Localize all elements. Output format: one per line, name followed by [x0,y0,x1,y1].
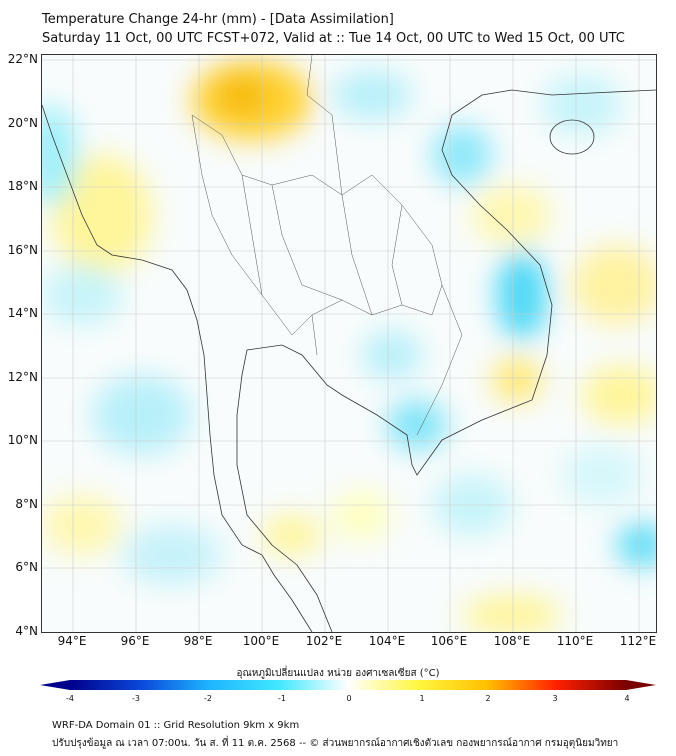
colorbar-tick: 0 [346,694,352,703]
colorbar-tick: -4 [66,694,74,703]
lon-label: 104°E [368,634,406,648]
lon-label: 108°E [493,634,531,648]
lat-label: 20°N [7,116,38,130]
province-borders [191,55,463,436]
chart-subtitle: Saturday 11 Oct, 00 UTC FCST+072, Valid … [42,31,625,46]
footer-model-info: WRF-DA Domain 01 :: Grid Resolution 9km … [52,720,300,731]
temperature-change-map [41,54,657,633]
lon-label: 110°E [556,634,594,648]
lat-label: 18°N [7,179,38,193]
lon-label: 96°E [120,634,150,648]
lon-label: 102°E [305,634,343,648]
colorbar-tick: 4 [624,694,630,703]
lat-label: 6°N [15,560,38,574]
colorbar-tick: -1 [278,694,286,703]
lon-label: 98°E [183,634,213,648]
lon-label: 106°E [430,634,468,648]
lat-label: 14°N [7,306,38,320]
colorbar-tick: 3 [552,694,558,703]
colorbar-tick: -2 [204,694,212,703]
lon-label: 100°E [242,634,280,648]
lat-label: 22°N [7,52,38,66]
lat-label: 10°N [7,433,38,447]
coastlines [42,89,656,632]
lon-label: 94°E [57,634,87,648]
footer-credit: ปรับปรุงข้อมูล ณ เวลา 07:00น. วัน ส. ที่… [52,738,619,749]
chart-title: Temperature Change 24-hr (mm) - [Data As… [42,12,394,27]
lat-label: 8°N [15,497,38,511]
colorbar-label: อุณหภูมิเปลี่ยนแปลง หน่วย องศาเซลเซียส (… [236,668,440,679]
lat-label: 4°N [15,624,38,638]
colorbar-tick: 2 [485,694,491,703]
colorbar-tick: -3 [132,694,140,703]
colorbar-tick: 1 [419,694,425,703]
lat-label: 16°N [7,243,38,257]
colorbar [40,680,656,690]
graticule [42,55,656,632]
lat-label: 12°N [7,370,38,384]
lon-label: 112°E [619,634,657,648]
temperature-field [42,60,656,632]
